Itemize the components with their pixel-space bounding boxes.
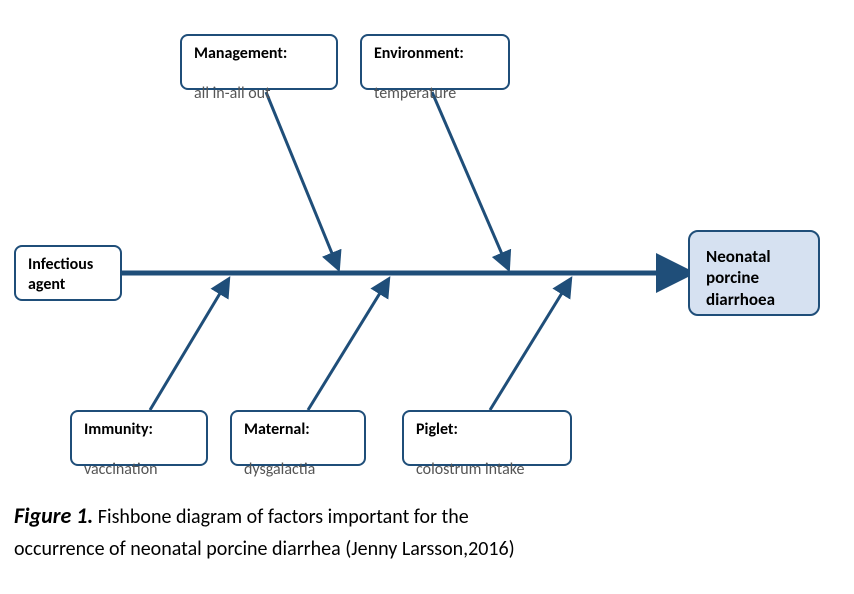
cause-box-top-0: Management:all in-all out xyxy=(180,34,338,90)
cause-box-bottom-0: Immunity:vaccination xyxy=(70,410,208,466)
caption-text-2: occurrence of neonatal porcine diarrhea … xyxy=(14,537,515,561)
cause-subtitle: all in-all out xyxy=(194,84,270,103)
cause-box-bottom-1: Maternal:dysgalactia xyxy=(230,410,366,466)
rib-arrow-bottom-0 xyxy=(150,280,228,410)
caption-text-1: Fishbone diagram of factors important fo… xyxy=(93,505,468,529)
effect-box-neonatal-porcine-diarrhoea: Neonatalporcinediarrhoea xyxy=(688,230,820,316)
cause-title: Immunity: xyxy=(84,420,194,440)
fishbone-diagram: Infectiousagent Neonatalporcinediarrhoea… xyxy=(0,0,854,490)
rib-arrow-bottom-1 xyxy=(308,280,388,410)
cause-subtitle: temperature xyxy=(374,84,456,103)
cause-title: Environment: xyxy=(374,44,496,64)
effect-label: Neonatalporcinediarrhoea xyxy=(706,246,775,310)
head-label: Infectiousagent xyxy=(28,255,108,295)
rib-arrow-top-1 xyxy=(432,92,508,268)
cause-box-top-1: Environment:temperature xyxy=(360,34,510,90)
figure-label: Figure 1. xyxy=(14,502,93,529)
rib-arrow-top-0 xyxy=(266,92,338,268)
rib-arrow-bottom-2 xyxy=(490,280,570,410)
head-box-infectious-agent: Infectiousagent xyxy=(14,245,122,301)
cause-title: Piglet: xyxy=(416,420,558,440)
cause-box-bottom-2: Piglet:colostrum intake xyxy=(402,410,572,466)
cause-subtitle: colostrum intake xyxy=(416,460,524,479)
cause-title: Maternal: xyxy=(244,420,352,440)
cause-subtitle: dysgalactia xyxy=(244,460,315,479)
figure-caption: Figure 1. Fishbone diagram of factors im… xyxy=(14,498,834,565)
cause-subtitle: vaccination xyxy=(84,460,158,479)
cause-title: Management: xyxy=(194,44,324,64)
